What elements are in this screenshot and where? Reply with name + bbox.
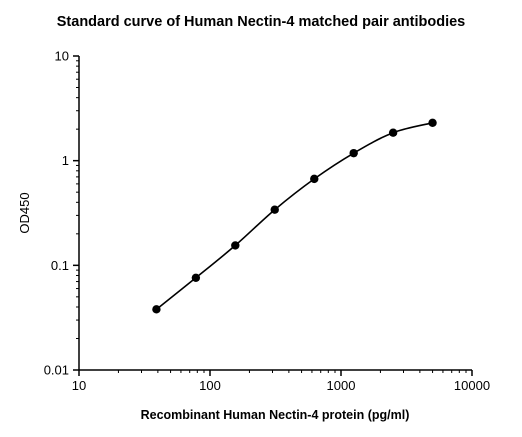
x-tick-label: 100 — [199, 378, 221, 393]
data-point — [152, 305, 161, 314]
x-tick-label: 1000 — [327, 378, 356, 393]
y-tick-label: 10 — [55, 49, 69, 64]
data-points — [152, 118, 437, 314]
chart-title: Standard curve of Human Nectin-4 matched… — [56, 14, 466, 30]
data-point — [428, 118, 437, 128]
data-point — [388, 128, 398, 137]
y-axis-title: OD450 — [17, 192, 32, 233]
y-tick-label: 0.01 — [44, 363, 69, 378]
data-point — [191, 273, 201, 283]
data-point — [310, 174, 319, 184]
data-point — [270, 205, 279, 214]
y-tick-label: 1 — [62, 153, 69, 168]
data-point — [231, 241, 240, 250]
x-axis-title: Recombinant Human Nectin-4 protein (pg/m… — [141, 408, 410, 422]
y-tick-label: 0.1 — [51, 258, 69, 273]
x-tick-label: 10000 — [454, 378, 490, 393]
axes: 0.01 0.1 1 10 10 100 1000 10000 — [44, 49, 490, 394]
x-tick-label: 10 — [72, 378, 86, 393]
data-point — [349, 148, 358, 158]
